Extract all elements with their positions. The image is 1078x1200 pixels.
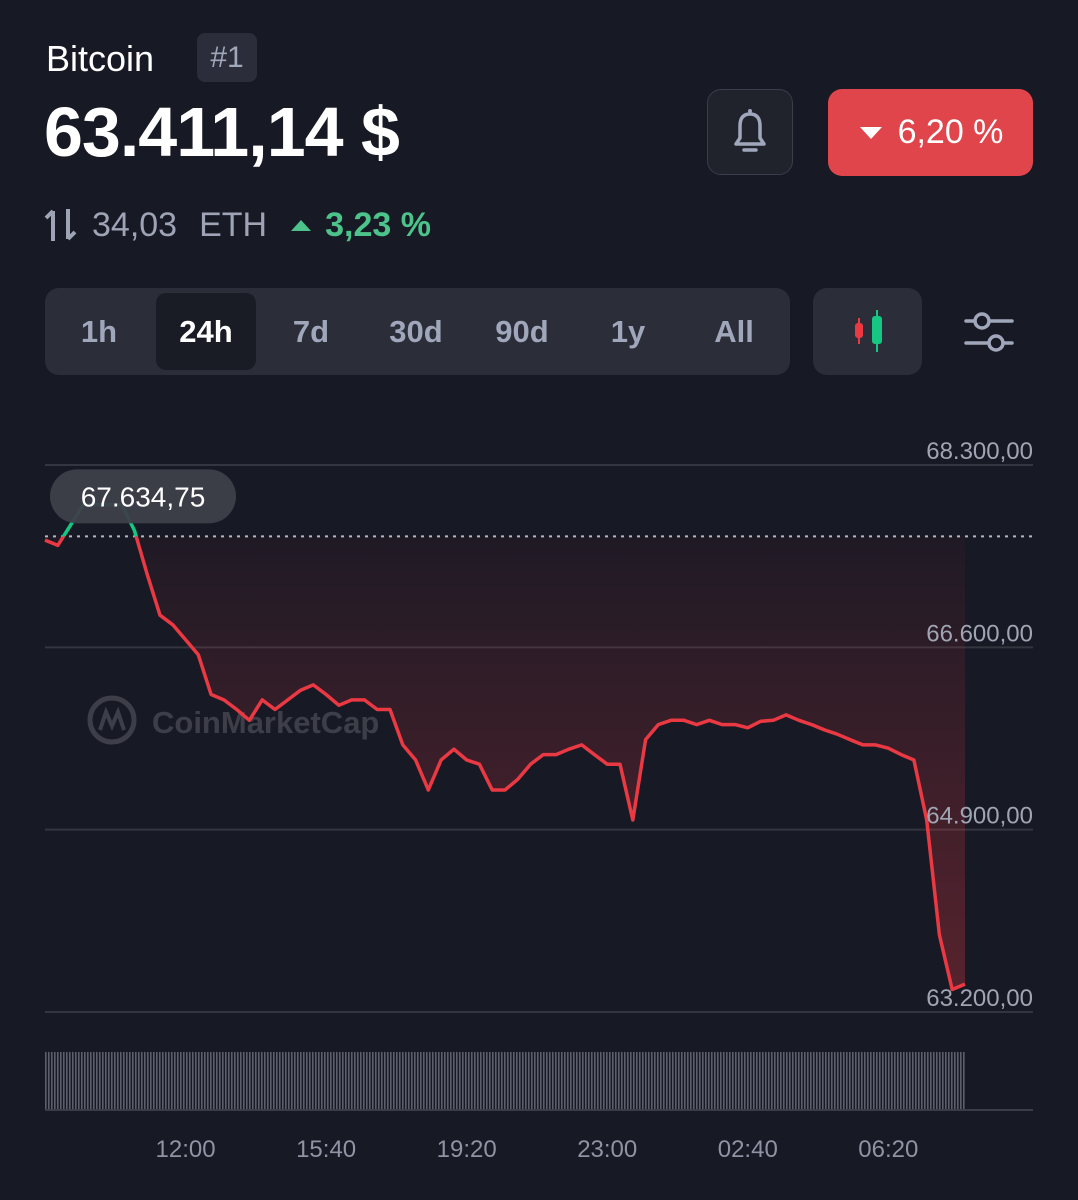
reference-pill [50, 469, 236, 524]
x-tick-label: 02:40 [718, 1136, 778, 1163]
y-tick-label: 63.200,00 [926, 985, 1033, 1012]
range-tab[interactable]: 30d [389, 314, 443, 349]
price-line [44, 536, 966, 992]
candle-icon [855, 310, 882, 352]
change-badge: 6,20 % [828, 89, 1033, 176]
change-text: 6,20 % [897, 113, 1004, 151]
down-icon [859, 126, 882, 139]
range-tab[interactable]: All [714, 314, 754, 349]
range-tab[interactable]: 24h [156, 293, 256, 370]
y-tick-label: 64.900,00 [926, 803, 1033, 830]
pair-change: 3,23 % [325, 205, 431, 244]
alert-button[interactable] [707, 89, 793, 175]
coin-name: Bitcoin [46, 38, 155, 79]
watermark: CoinMarketCap [87, 695, 379, 745]
settings-button[interactable] [960, 305, 1020, 361]
pair-unit: ETH [199, 205, 268, 244]
chart-type-button[interactable] [813, 288, 922, 375]
reference-label: 67.634,75 [81, 481, 206, 512]
range-tab[interactable]: 1y [610, 314, 646, 349]
range-tabs: 1h 24h 7d 30d 90d 1y All [45, 288, 790, 375]
rank-badge: #1 [197, 33, 257, 82]
x-tick-label: 23:00 [577, 1136, 637, 1163]
range-tab[interactable]: 1h [80, 314, 118, 349]
volume-bars [45, 1052, 965, 1110]
x-tick-label: 12:00 [156, 1136, 216, 1163]
up-icon [291, 220, 312, 231]
price: 63.411,14 $ [44, 93, 400, 171]
x-tick-label: 06:20 [858, 1136, 918, 1163]
bell-icon [734, 109, 766, 152]
area [45, 536, 965, 990]
pair-row: 34,03 ETH 3,23 % [44, 203, 431, 247]
range-tab[interactable]: 7d [292, 314, 330, 349]
x-tick-label: 15:40 [296, 1136, 356, 1163]
range-tab[interactable]: 90d [495, 314, 549, 349]
swap-icon [44, 209, 77, 241]
y-tick-label: 66.600,00 [926, 620, 1033, 647]
watermark-text: CoinMarketCap [152, 705, 379, 740]
pair-value: 34,03 [92, 205, 178, 244]
x-tick-label: 19:20 [437, 1136, 497, 1163]
y-tick-label: 68.300,00 [926, 438, 1033, 465]
